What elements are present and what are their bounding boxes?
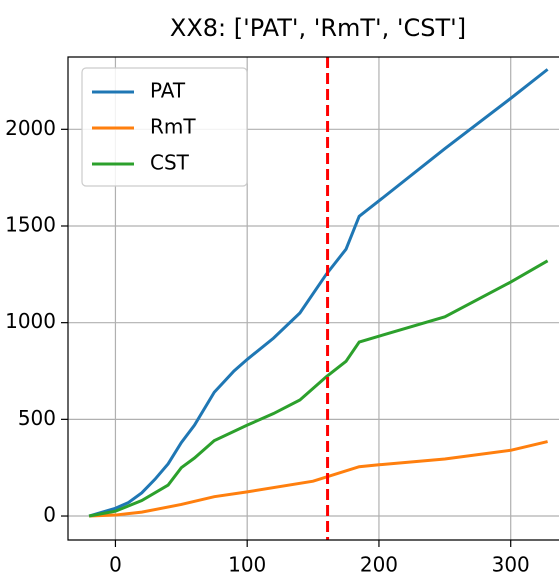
legend-label: RmT: [150, 115, 196, 139]
x-tick-label: 0: [109, 553, 122, 577]
legend-label: PAT: [150, 79, 186, 103]
y-tick-label: 0: [43, 503, 56, 527]
chart-title: XX8: ['PAT', 'RmT', 'CST']: [170, 14, 466, 42]
line: [88, 68, 549, 518]
y-tick-label: 2000: [5, 116, 56, 140]
x-tick-label: 300: [492, 553, 530, 577]
y-tick-label: 1500: [5, 212, 56, 236]
legend-box: [81, 67, 248, 187]
line: [88, 259, 549, 518]
x-tick-label: 200: [360, 553, 398, 577]
y-tick-label: 500: [18, 406, 56, 430]
y-tick-label: 1000: [5, 309, 56, 333]
line: [89, 440, 548, 518]
legend-label: CST: [150, 151, 190, 175]
x-tick-label: 100: [228, 553, 266, 577]
axes-frame: [67, 56, 559, 541]
plot: [88, 57, 549, 540]
